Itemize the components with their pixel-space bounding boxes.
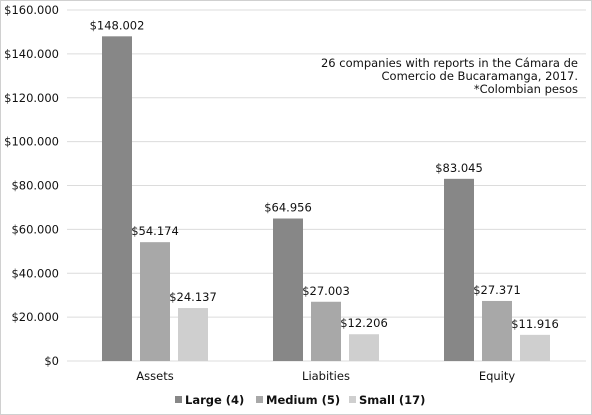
bar [444,178,474,361]
x-category-label: Liabities [302,369,350,383]
data-label: $54.174 [131,224,179,238]
y-tick-label: $20.000 [11,310,59,324]
bar [482,300,512,361]
data-label: $12.206 [340,316,388,330]
x-category-label: Assets [136,369,173,383]
x-category-label: Equity [479,369,516,383]
data-label: $27.371 [473,283,521,297]
data-label: $11.916 [511,317,559,331]
data-label: $27.003 [302,284,350,298]
bar [102,36,132,361]
y-tick-label: $160.000 [4,3,59,17]
data-label: $148.002 [90,18,145,32]
legend-swatch [175,396,182,403]
legend-swatch [349,396,356,403]
bar [520,334,550,361]
annotation-line: Comercio de Bucaramanga, 2017. [382,69,579,83]
y-tick-label: $120.000 [4,91,59,105]
legend-label: Medium (5) [266,393,340,407]
y-tick-label: $0 [44,354,59,368]
annotation-line: *Colombian pesos [474,82,578,96]
legend-label: Large (4) [185,393,244,407]
legend-label: Small (17) [359,393,425,407]
data-label: $83.045 [435,161,483,175]
y-tick-label: $40.000 [11,266,59,280]
bar [273,218,303,361]
y-tick-label: $60.000 [11,222,59,236]
annotation-line: 26 companies with reports in the Cámara … [321,56,578,70]
bar [178,308,208,361]
data-label: $24.137 [169,290,217,304]
y-tick-label: $140.000 [4,47,59,61]
y-tick-label: $100.000 [4,135,59,149]
legend-swatch [256,396,263,403]
bar [311,301,341,361]
bar [140,242,170,361]
y-tick-label: $80.000 [11,179,59,193]
data-label: $64.956 [264,201,312,215]
bar [349,334,379,361]
